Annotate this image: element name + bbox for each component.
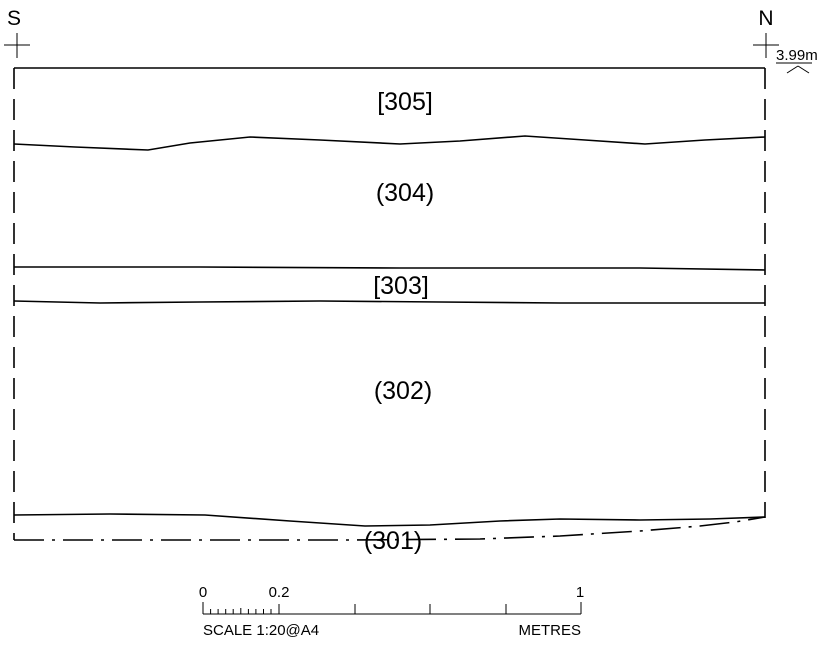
- context-label-301: (301): [364, 527, 422, 555]
- north-survey-cross-icon: [753, 33, 779, 58]
- south-label: S: [7, 7, 21, 30]
- units-text: METRES: [518, 622, 581, 639]
- datum-level-marker-icon: [776, 62, 812, 74]
- boundary-303-302: [13, 300, 765, 304]
- context-label-304: (304): [376, 179, 434, 207]
- context-label-302: (302): [374, 377, 432, 405]
- datum-level-label: 3.99m: [776, 47, 818, 64]
- scale-tick-0-2: 0.2: [269, 584, 290, 601]
- boundary-302-301: [13, 513, 766, 527]
- scale-tick-0: 0: [199, 584, 207, 601]
- context-label-303: [303]: [373, 272, 429, 300]
- context-label-305: [305]: [377, 88, 433, 116]
- excavation-base-line: [14, 516, 766, 541]
- scale-tick-1: 1: [576, 584, 584, 601]
- north-label: N: [758, 7, 773, 30]
- scale-bar: [202, 602, 582, 615]
- south-survey-cross-icon: [4, 33, 30, 58]
- boundary-305-304: [13, 135, 766, 151]
- scale-text: SCALE 1:20@A4: [203, 622, 319, 639]
- boundary-304-303: [14, 266, 766, 271]
